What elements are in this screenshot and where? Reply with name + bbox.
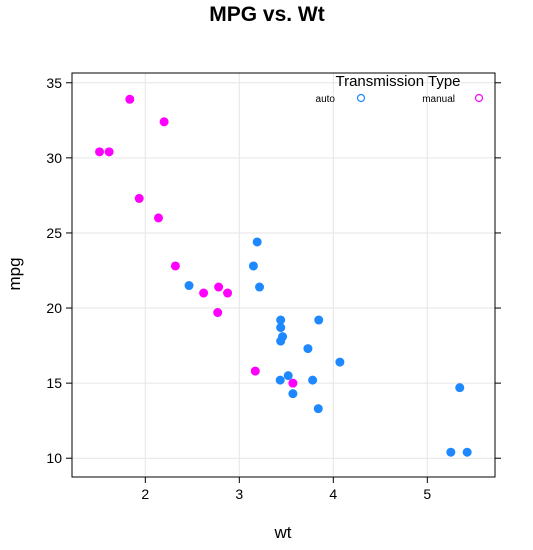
data-point-auto xyxy=(446,447,456,457)
data-point-manual xyxy=(125,94,135,104)
data-point-manual xyxy=(199,288,209,298)
data-point-auto xyxy=(275,375,285,385)
data-point-manual xyxy=(213,308,223,318)
legend-label-manual: manual xyxy=(422,94,455,105)
x-tick-label: 2 xyxy=(141,486,149,502)
data-point-auto xyxy=(184,281,194,291)
data-point-manual xyxy=(250,366,260,376)
data-point-auto xyxy=(255,282,265,292)
y-tick-label: 30 xyxy=(46,150,62,166)
legend-marker-manual xyxy=(474,93,484,103)
data-point-auto xyxy=(252,237,262,247)
y-tick-label: 15 xyxy=(46,375,62,391)
data-point-auto xyxy=(288,389,298,399)
data-point-manual xyxy=(170,261,180,271)
chart-title: MPG vs. Wt xyxy=(209,3,325,26)
x-axis-label: wt xyxy=(274,523,292,542)
data-point-auto xyxy=(303,344,313,354)
data-point-auto xyxy=(455,383,465,393)
data-point-auto xyxy=(308,375,318,385)
y-axis-label: mpg xyxy=(5,257,24,290)
data-point-auto xyxy=(276,323,286,333)
x-tick-label: 4 xyxy=(329,486,337,502)
plot-frame xyxy=(71,72,496,478)
data-point-auto xyxy=(462,447,472,457)
legend-marker-auto xyxy=(356,93,366,103)
legend: Transmission Type auto manual xyxy=(316,73,484,105)
data-points xyxy=(95,94,472,457)
data-point-auto xyxy=(314,315,324,325)
data-point-auto xyxy=(283,371,293,381)
data-point-auto xyxy=(276,315,286,325)
data-point-auto xyxy=(276,336,286,346)
data-point-auto xyxy=(335,357,345,367)
legend-label-auto: auto xyxy=(316,94,336,105)
x-tick-label: 5 xyxy=(423,486,431,502)
data-point-manual xyxy=(223,288,233,298)
data-point-manual xyxy=(288,378,298,388)
data-point-auto xyxy=(313,404,323,414)
grid-lines xyxy=(72,73,495,477)
data-point-manual xyxy=(214,282,224,292)
axis-ticks: 2 3 4 5 10 15 20 25 30 35 xyxy=(46,75,501,502)
y-tick-label: 20 xyxy=(46,300,62,316)
y-tick-label: 10 xyxy=(46,450,62,466)
x-tick-label: 3 xyxy=(235,486,243,502)
data-point-manual xyxy=(134,193,144,203)
data-point-manual xyxy=(159,117,169,127)
data-point-manual xyxy=(153,213,163,223)
y-tick-label: 25 xyxy=(46,225,62,241)
legend-title: Transmission Type xyxy=(335,73,460,90)
data-point-manual xyxy=(104,147,114,157)
data-point-manual xyxy=(95,147,105,157)
data-point-auto xyxy=(248,261,258,271)
y-tick-label: 35 xyxy=(46,75,62,91)
